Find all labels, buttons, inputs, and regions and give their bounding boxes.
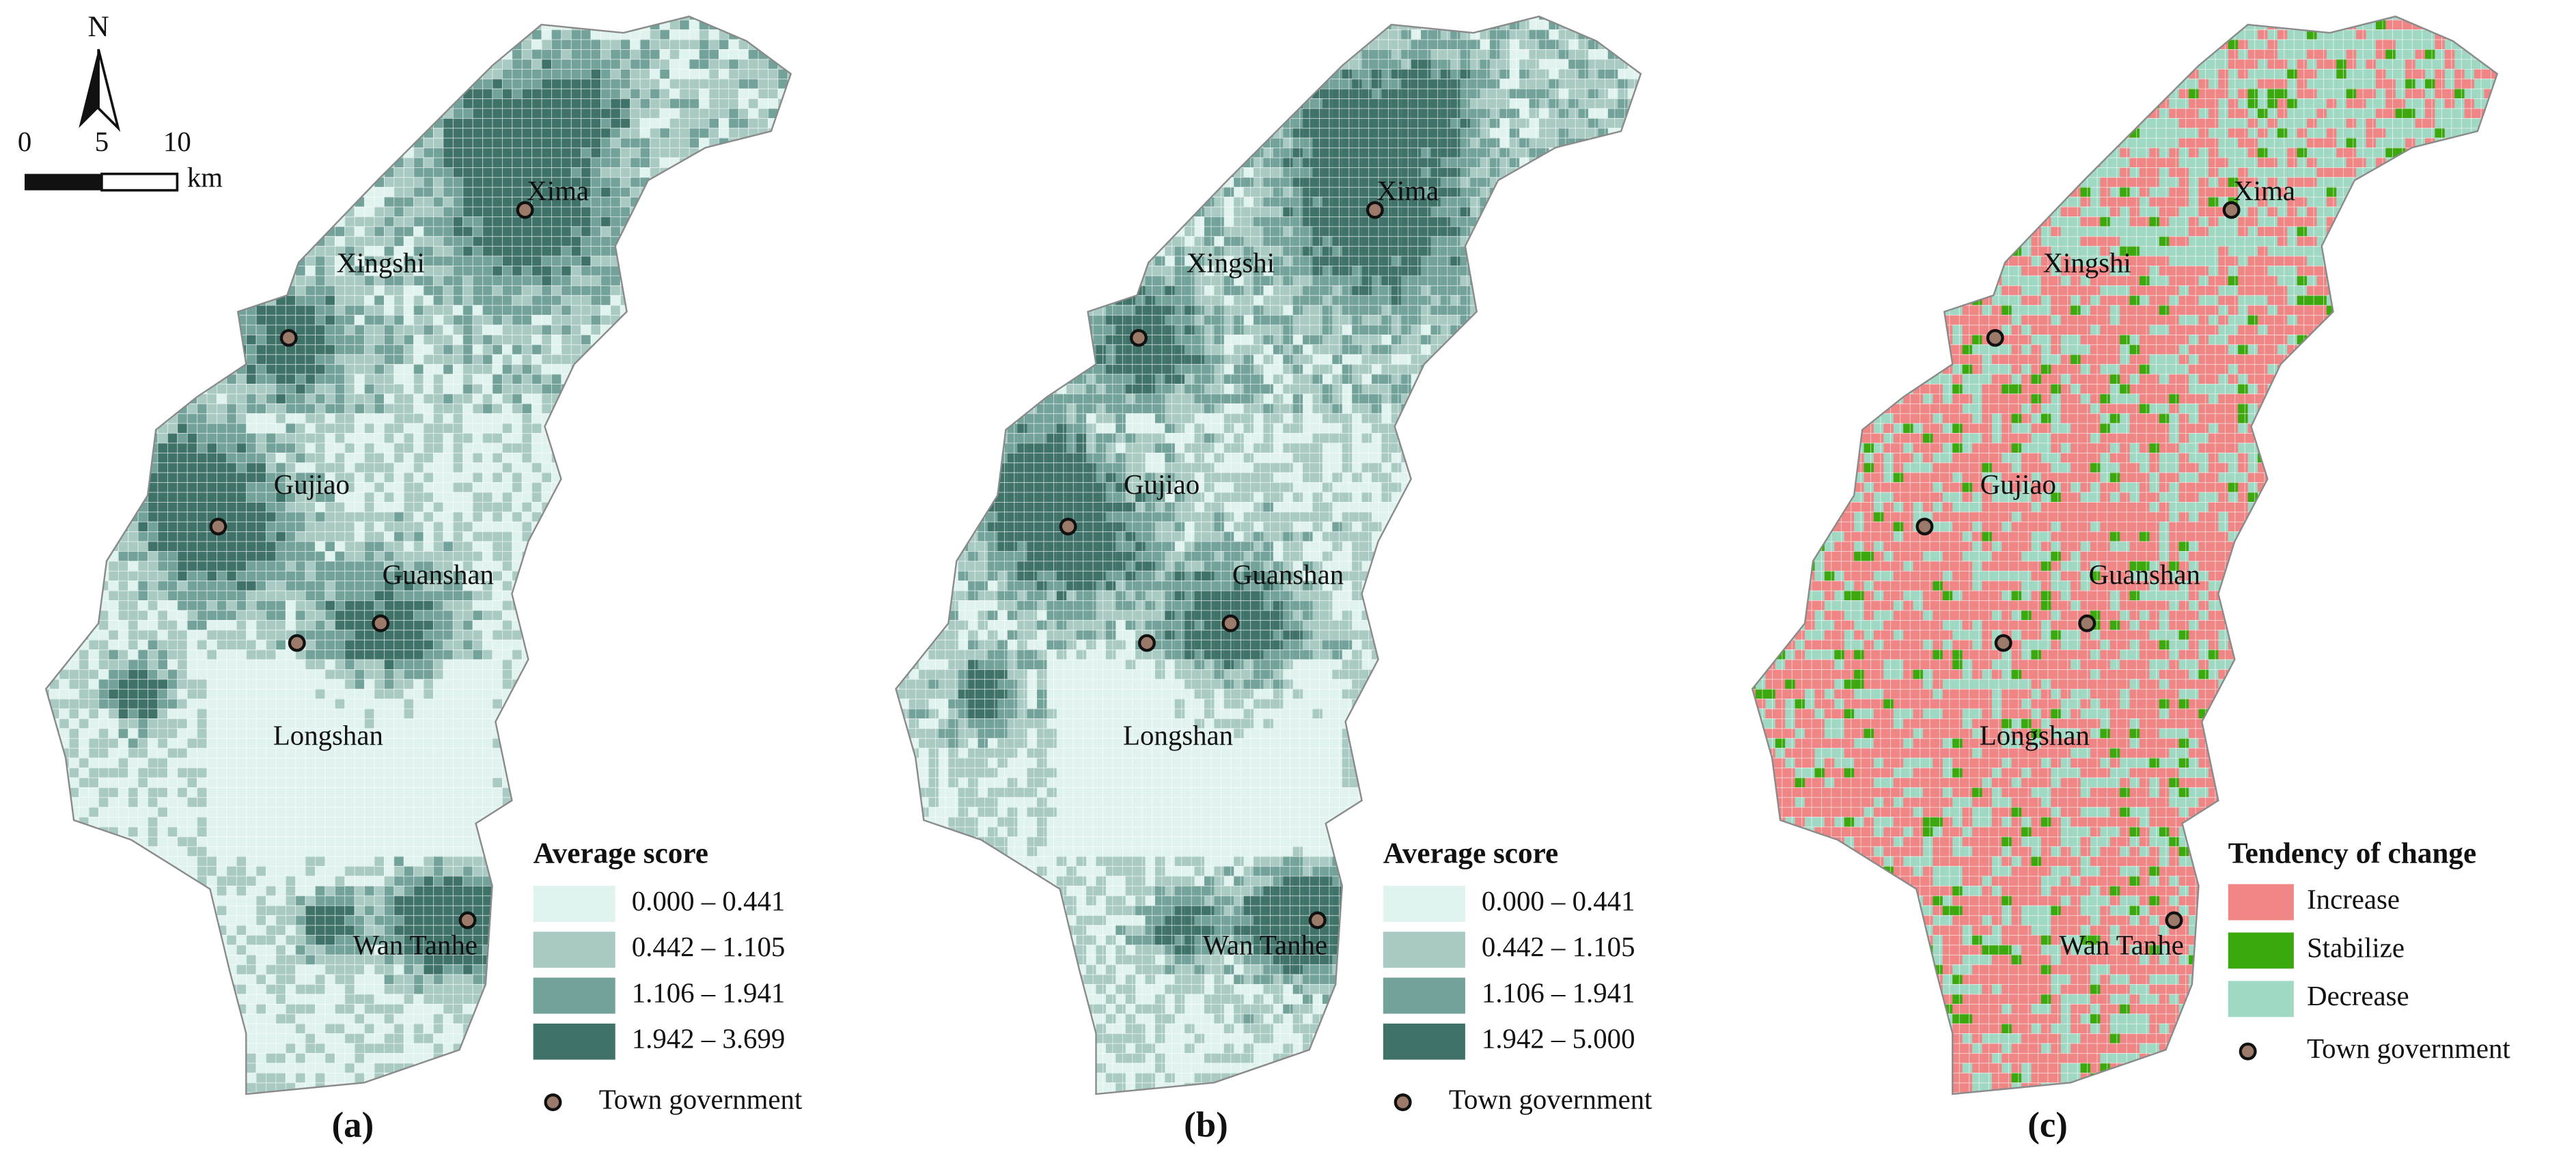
legend: Average score 0.000 – 0.441 0.442 – 1.105 1…: [533, 837, 803, 1115]
legend-swatch: [533, 1023, 615, 1060]
town-label: Longshan: [1123, 720, 1233, 751]
legend-swatch: [1383, 931, 1465, 968]
legend-marker: [2239, 1042, 2257, 1061]
legend-swatch: [1383, 977, 1465, 1014]
town-government-marker: [279, 328, 298, 347]
legend-label: Town government: [599, 1084, 803, 1115]
scale-segment: [25, 173, 102, 191]
legend-label: Decrease: [2307, 981, 2409, 1011]
legend-swatch: [2228, 932, 2294, 969]
scale-tick: 0: [18, 126, 31, 157]
map-outline: [895, 15, 1642, 1095]
town-government-marker: [1994, 634, 2012, 652]
legend-swatch: [1383, 886, 1465, 922]
legend-label: 0.442 – 1.105: [632, 931, 786, 962]
legend-label: 0.000 – 0.441: [1482, 886, 1635, 916]
town-government-marker: [1366, 201, 1384, 219]
legend-swatch: [2228, 884, 2294, 921]
legend-marker: [544, 1093, 562, 1112]
town-government-marker: [1129, 328, 1148, 347]
town-government-marker: [209, 518, 227, 536]
map-outline: [44, 15, 792, 1095]
legend-label: 1.106 – 1.941: [632, 977, 786, 1008]
legend-marker: [1394, 1093, 1412, 1112]
scale-segment: [100, 172, 179, 192]
legend-label: Town government: [1449, 1084, 1652, 1115]
legend-title: Tendency of change: [2228, 837, 2476, 870]
town-label: Guanshan: [383, 559, 494, 590]
town-government-marker: [1915, 518, 1934, 536]
town-government-marker: [288, 634, 306, 652]
town-government-marker: [2222, 201, 2241, 219]
legend-label: 0.000 – 0.441: [632, 886, 786, 916]
map-outline: [1751, 15, 2499, 1095]
north-arrow: [79, 49, 99, 128]
north-arrow: [97, 48, 121, 132]
town-label: Wan Tanhe: [1203, 930, 1327, 961]
town-government-marker: [1059, 518, 1077, 536]
legend-swatch: [1383, 1023, 1465, 1060]
scale-tick: 5: [95, 126, 109, 157]
town-label: Gujiao: [274, 469, 350, 500]
town-label: Xima: [1376, 176, 1439, 206]
town-label: Guanshan: [1232, 559, 1344, 590]
scale-tick: 10: [163, 126, 191, 157]
town-government-marker: [2078, 614, 2096, 632]
town-government-marker: [372, 614, 390, 632]
town-label: Gujiao: [1980, 469, 2056, 500]
town-government-marker: [458, 911, 477, 929]
town-label: Xima: [527, 176, 589, 206]
town-label: Guanshan: [2089, 559, 2200, 590]
town-government-marker: [1221, 614, 1240, 632]
town-label: Wan Tanhe: [352, 930, 477, 961]
north-label: N: [88, 10, 109, 43]
town-government-marker: [1137, 634, 1156, 652]
town-government-marker: [1308, 911, 1327, 929]
legend-label: Increase: [2307, 884, 2400, 914]
legend-swatch: [2228, 981, 2294, 1018]
scale-unit: km: [187, 163, 223, 193]
legend-label: 1.942 – 5.000: [1482, 1024, 1635, 1054]
panel-label: (a): [332, 1106, 374, 1145]
town-label: Gujiao: [1124, 469, 1200, 500]
panel-label: (b): [1184, 1106, 1228, 1145]
legend-swatch: [533, 931, 615, 968]
scale-bar: N 0 5 10 km: [18, 10, 223, 193]
town-government-marker: [516, 201, 534, 219]
legend-swatch: [533, 886, 615, 922]
town-label: Wan Tanhe: [2059, 930, 2183, 961]
town-government-marker: [2165, 911, 2183, 929]
legend-title: Average score: [1383, 837, 1558, 870]
town-label: Xingshi: [2043, 248, 2131, 279]
legend: Tendency of change Increase Stabilize Decre…: [2228, 837, 2510, 1064]
town-label: Longshan: [1980, 720, 2090, 751]
legend-title: Average score: [534, 837, 708, 870]
town-label: Xingshi: [337, 248, 425, 279]
legend-swatch: [533, 977, 615, 1014]
legend-label: 1.942 – 3.699: [632, 1024, 786, 1054]
legend-label: 1.106 – 1.941: [1482, 977, 1635, 1008]
town-label: Xima: [2233, 176, 2295, 206]
town-label: Longshan: [273, 720, 383, 751]
panel-label: (c): [2027, 1106, 2068, 1145]
town-label: Xingshi: [1187, 248, 1275, 279]
legend-label: 0.442 – 1.105: [1482, 931, 1635, 962]
town-government-marker: [1986, 328, 2004, 347]
legend-label: Stabilize: [2307, 932, 2405, 963]
legend-label: Town government: [2307, 1033, 2510, 1064]
legend: Average score 0.000 – 0.441 0.442 – 1.105 1…: [1383, 837, 1652, 1115]
